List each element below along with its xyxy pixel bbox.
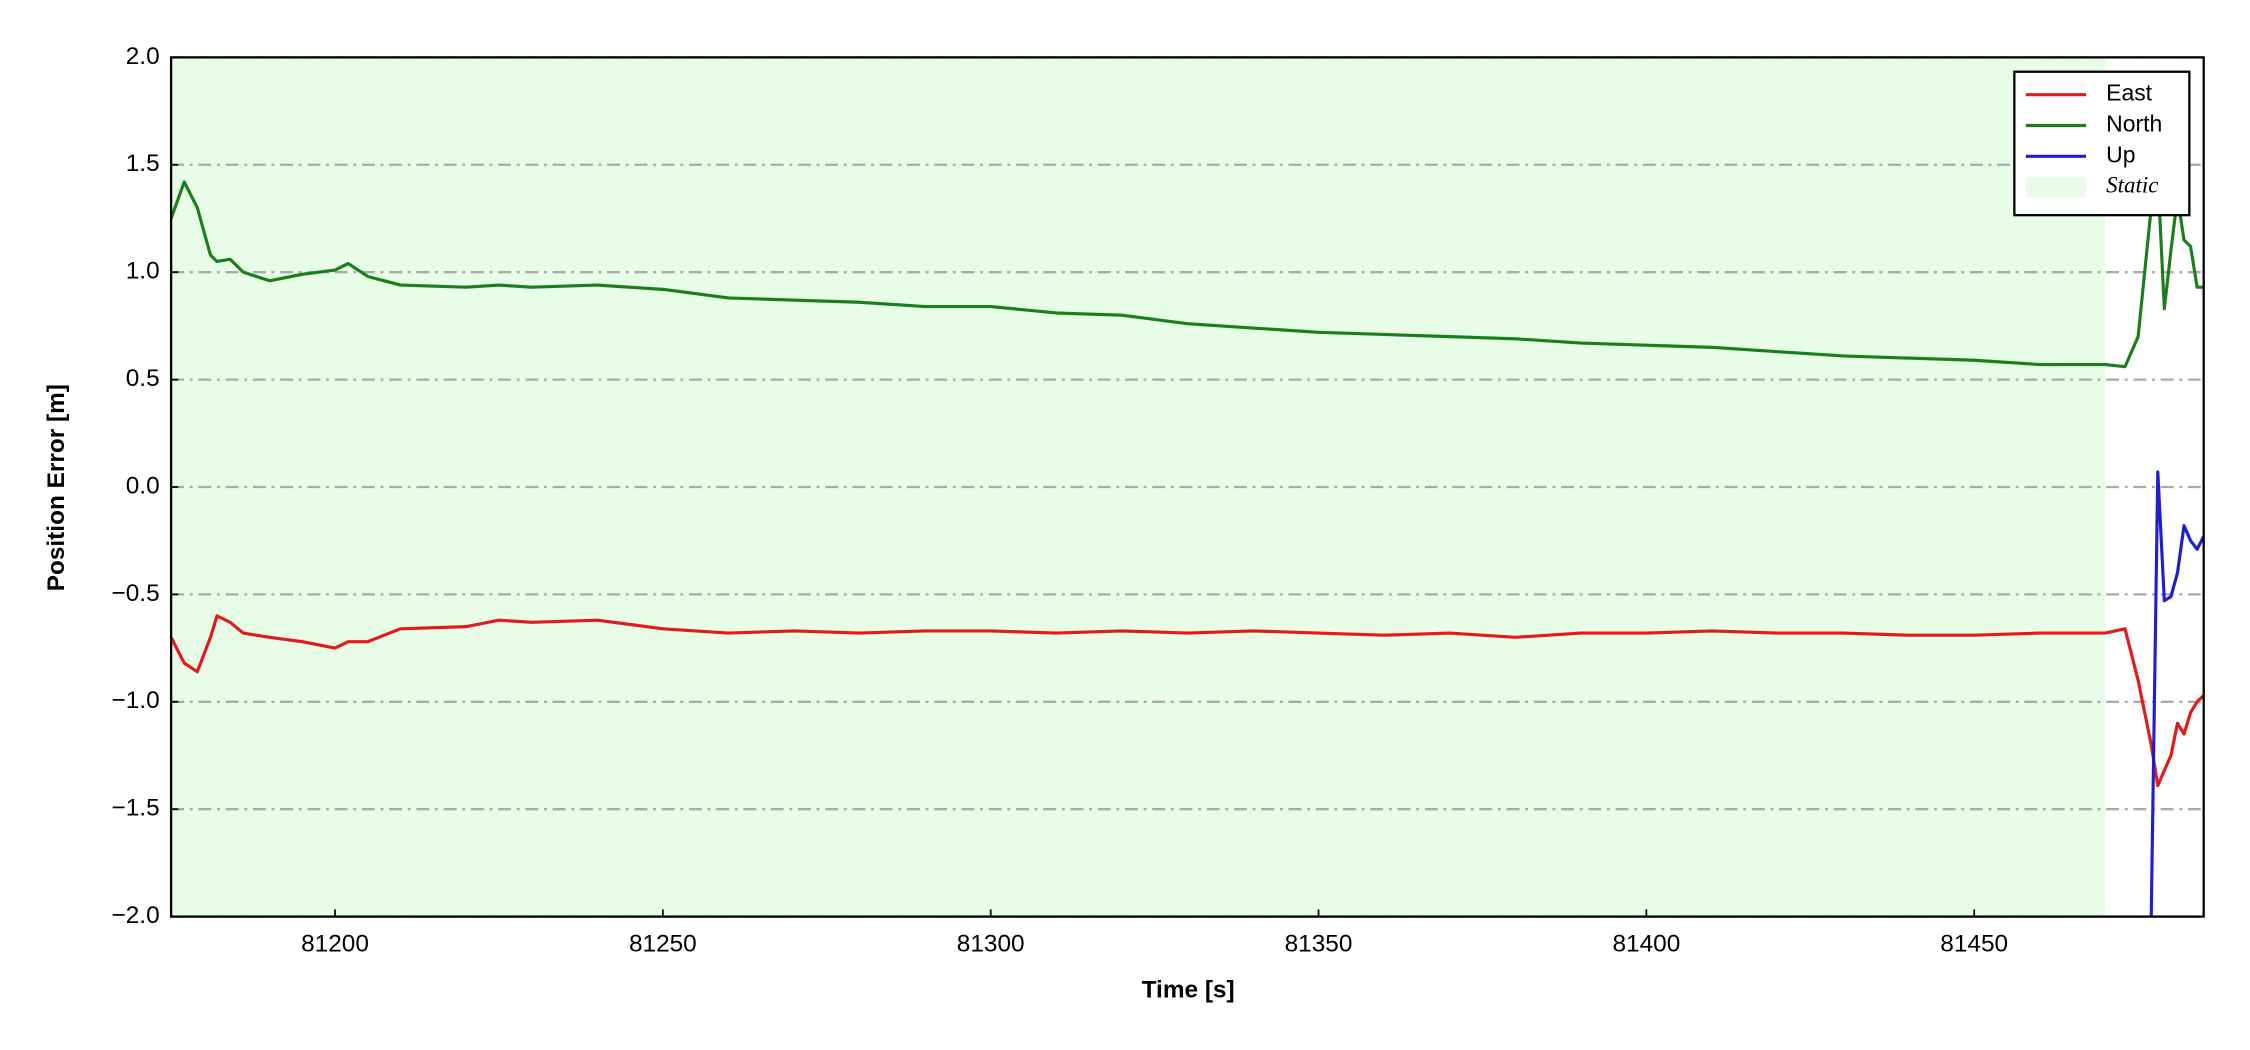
y-tick-label: −1.5 [112, 795, 160, 822]
x-tick-label: 81200 [301, 931, 369, 958]
legend-label: East [2106, 80, 2153, 106]
data-line [171, 614, 2204, 788]
legend-label: North [2106, 111, 2162, 137]
x-axis-label: Time [s] [1142, 977, 1235, 1004]
y-tick-label: 0.5 [126, 365, 160, 392]
y-tick-label: −1.0 [112, 687, 160, 714]
x-tick-label: 81300 [957, 931, 1025, 958]
x-tick-label: 81450 [1940, 931, 2008, 958]
y-tick-label: 2.0 [126, 43, 160, 70]
y-tick-label: 1.0 [126, 258, 160, 285]
legend-swatch [2025, 177, 2087, 198]
y-tick-label: 1.5 [126, 150, 160, 177]
x-tick-label: 81250 [629, 931, 697, 958]
data-line [2149, 470, 2204, 917]
data-line [171, 173, 2204, 369]
y-tick-label: −2.0 [112, 902, 160, 929]
y-tick-label: −0.5 [112, 580, 160, 607]
x-tick-label: 81350 [1285, 931, 1353, 958]
x-tick-label: 81400 [1612, 931, 1680, 958]
y-tick-label: 0.0 [126, 472, 160, 499]
y-axis-label: Position Error [m] [43, 384, 70, 591]
plot-frame [169, 56, 2205, 918]
plot-lines [171, 173, 2204, 917]
legend-label: Up [2106, 141, 2135, 167]
legend-label: Static [2106, 172, 2158, 197]
